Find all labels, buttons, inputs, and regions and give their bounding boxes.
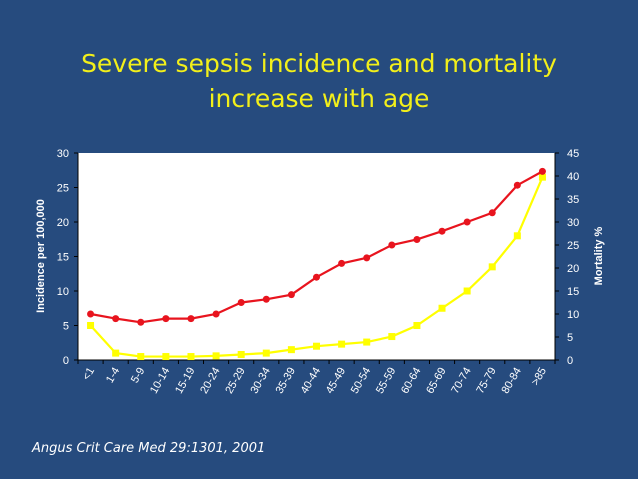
data-point-mortality [262, 295, 270, 303]
data-point-mortality [488, 209, 496, 217]
data-point-mortality [212, 310, 220, 318]
data-point-mortality [187, 315, 195, 323]
data-point-mortality [237, 299, 245, 306]
data-point-incidence [137, 353, 145, 361]
data-point-incidence [313, 342, 320, 350]
y-tick-label: 20 [57, 217, 69, 229]
y2-tick-label: 10 [567, 309, 579, 321]
data-point-mortality [87, 310, 95, 318]
y-axis-label: Incidence per 100,000 [35, 199, 47, 313]
data-point-incidence [488, 263, 496, 271]
y2-tick-label: 45 [567, 148, 579, 160]
data-point-incidence [513, 232, 521, 240]
data-point-mortality [538, 167, 546, 175]
y-tick-label: 25 [57, 183, 69, 195]
data-point-incidence [262, 349, 270, 357]
y-tick-label: 30 [57, 148, 69, 160]
data-point-incidence [438, 304, 446, 312]
citation: Angus Crit Care Med 29:1301, 2001 [32, 441, 266, 456]
plot-area [78, 153, 555, 360]
y2-tick-label: 0 [567, 355, 573, 367]
x-tick-label: 15-19 [173, 366, 197, 396]
data-point-mortality [137, 318, 145, 326]
data-point-incidence [463, 287, 471, 295]
x-tick-label: 75-79 [474, 365, 498, 395]
data-point-incidence [363, 338, 371, 346]
slide-title: Severe sepsis incidence and mortality in… [0, 46, 638, 116]
x-tick-label: 50-54 [349, 366, 373, 396]
x-tick-label: 35-39 [274, 366, 298, 396]
y-tick-label: 10 [57, 286, 69, 298]
slide-title-line-2: increase with age [208, 84, 430, 113]
data-point-mortality [313, 273, 320, 281]
x-tick-label: 30-34 [248, 366, 272, 396]
y-tick-label: 5 [63, 321, 69, 333]
data-point-mortality [463, 218, 471, 226]
x-tick-label: 1-4 [104, 366, 122, 386]
x-tick-label: 70-74 [449, 366, 473, 396]
data-point-incidence [287, 346, 295, 354]
data-point-mortality [413, 235, 421, 243]
data-point-mortality [438, 227, 446, 235]
data-point-incidence [112, 349, 120, 357]
y2-tick-label: 25 [567, 240, 579, 252]
y2-axis-label: Mortality % [593, 226, 605, 285]
data-point-incidence [338, 340, 346, 348]
data-point-mortality [338, 259, 346, 267]
data-point-incidence [237, 350, 245, 358]
x-tick-label: 10-14 [148, 366, 172, 396]
x-tick-label: 5-9 [129, 366, 147, 386]
data-point-mortality [287, 291, 295, 299]
x-tick-label: 40-44 [299, 366, 323, 396]
data-point-mortality [112, 315, 120, 323]
data-point-mortality [513, 181, 521, 189]
data-point-incidence [388, 333, 396, 341]
x-tick-label: 20-24 [198, 366, 222, 396]
slide-title-line-1: Severe sepsis incidence and mortality [81, 49, 557, 78]
y2-tick-label: 30 [567, 217, 579, 229]
x-tick-label: 65-69 [424, 366, 448, 396]
data-point-incidence [87, 322, 95, 329]
data-point-mortality [162, 315, 170, 323]
x-tick-label: >85 [529, 366, 549, 388]
y2-tick-label: 5 [567, 332, 573, 344]
y2-tick-label: 40 [567, 171, 579, 183]
series-label-mortality: Mortality [378, 210, 440, 226]
y2-tick-label: 20 [567, 263, 579, 275]
y2-tick-label: 35 [567, 194, 579, 206]
data-point-incidence [538, 173, 546, 181]
x-tick-label: 25-29 [223, 366, 247, 396]
x-tick-label: <1 [80, 366, 97, 383]
data-point-incidence [187, 353, 195, 361]
y-tick-label: 0 [63, 355, 69, 367]
y-tick-label: 15 [57, 252, 69, 264]
y2-tick-label: 15 [567, 286, 579, 298]
data-point-incidence [212, 352, 220, 360]
data-point-mortality [363, 254, 371, 262]
x-tick-label: 55-59 [374, 366, 398, 396]
data-point-incidence [162, 353, 170, 361]
x-tick-label: 60-64 [399, 366, 423, 396]
data-point-incidence [413, 322, 421, 329]
data-point-mortality [388, 241, 396, 249]
x-tick-label: 45-49 [324, 366, 348, 396]
x-tick-label: 80-84 [499, 366, 523, 396]
series-label-incidence: Incidence [456, 322, 523, 338]
